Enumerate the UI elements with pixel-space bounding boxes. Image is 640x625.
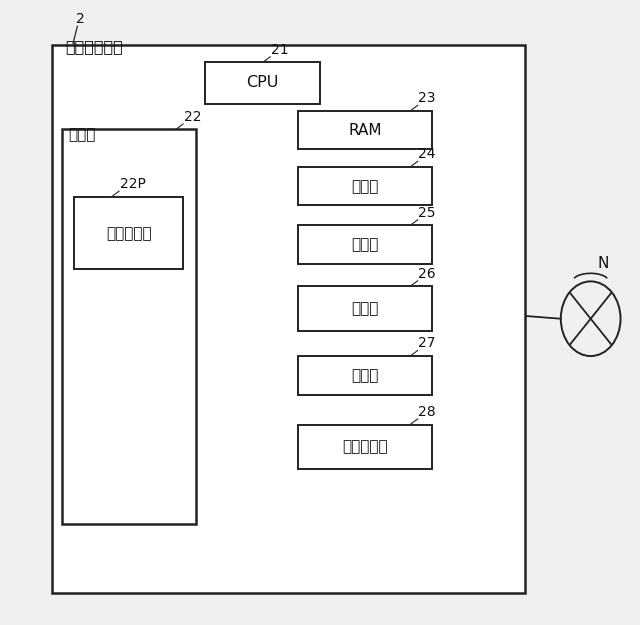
Text: プログラム: プログラム xyxy=(106,226,152,241)
Text: 表示部: 表示部 xyxy=(351,237,379,252)
Text: 25: 25 xyxy=(419,206,436,220)
Text: 22P: 22P xyxy=(120,177,145,191)
Text: 27: 27 xyxy=(419,336,436,351)
Text: 28: 28 xyxy=(419,405,436,419)
Bar xyxy=(298,424,432,469)
Bar xyxy=(62,129,196,524)
Text: 22: 22 xyxy=(184,110,201,124)
Text: 音声出力部: 音声出力部 xyxy=(342,439,388,454)
Text: 受信部: 受信部 xyxy=(351,368,379,383)
Text: RAM: RAM xyxy=(348,122,382,138)
Text: 26: 26 xyxy=(419,267,436,281)
Text: 21: 21 xyxy=(271,42,289,57)
Text: 23: 23 xyxy=(419,91,436,105)
Text: 記憶部: 記憶部 xyxy=(68,127,95,142)
Text: 2: 2 xyxy=(76,12,85,26)
Bar xyxy=(298,111,432,149)
Text: 携帯端末装置: 携帯端末装置 xyxy=(65,39,123,54)
Bar xyxy=(298,167,432,206)
Text: N: N xyxy=(597,256,609,271)
Text: 24: 24 xyxy=(419,148,436,161)
Text: 入力部: 入力部 xyxy=(351,179,379,194)
Bar xyxy=(298,286,432,331)
Bar xyxy=(52,45,525,592)
Bar xyxy=(205,62,320,104)
Bar xyxy=(298,356,432,394)
Bar xyxy=(74,198,183,269)
Text: 通信部: 通信部 xyxy=(351,301,379,316)
Text: CPU: CPU xyxy=(246,76,278,91)
Bar xyxy=(298,226,432,264)
